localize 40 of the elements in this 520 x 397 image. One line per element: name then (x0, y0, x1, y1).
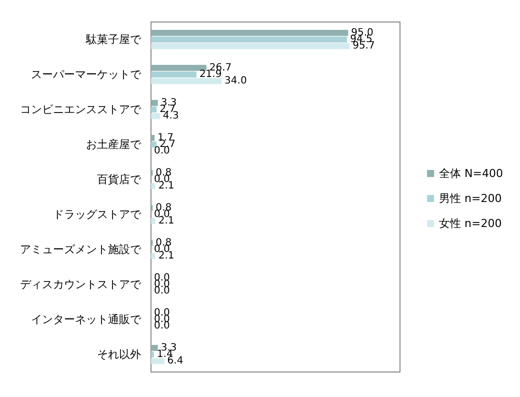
y-tick-label: アミューズメント施設で (20, 243, 142, 256)
bar (151, 64, 206, 71)
bar (151, 106, 157, 112)
data-label: 0.0 (154, 320, 170, 332)
bar (151, 253, 156, 260)
bar (151, 344, 158, 351)
y-tick-label: それ以外 (97, 348, 141, 361)
legend-label: 男性 n=200 (439, 192, 502, 205)
y-tick-label: ディスカウントストアで (20, 278, 142, 291)
data-label: 2.1 (158, 216, 174, 227)
y-tick-label: スーパーマーケットで (31, 68, 142, 81)
bar (151, 134, 155, 141)
data-label: 4.3 (162, 110, 179, 122)
bar (151, 36, 348, 42)
bar (151, 358, 164, 364)
y-tick-label: 百貨店で (97, 173, 142, 186)
bar (151, 100, 158, 106)
bar (151, 43, 350, 50)
legend-label: 女性 n=200 (439, 217, 502, 230)
bar (151, 183, 156, 190)
bar (151, 30, 348, 36)
bar (151, 78, 222, 84)
y-tick-label: 駄菓子屋で (85, 33, 142, 46)
data-label: 6.4 (167, 356, 184, 367)
bar (151, 72, 196, 78)
data-label: 34.0 (224, 76, 247, 87)
data-label: 0.0 (154, 146, 170, 157)
y-tick-label: お土産屋で (86, 138, 142, 151)
legend-label: 全体 N=400 (439, 167, 503, 180)
bar (151, 352, 154, 358)
y-tick-label: インターネット通販で (31, 313, 142, 326)
bar (151, 113, 160, 120)
y-tick-label: コンビニエンスストアで (20, 103, 142, 116)
data-label: 2.1 (158, 250, 174, 262)
bar (151, 218, 156, 224)
bar (151, 142, 157, 148)
y-tick-label: ドラッグストアで (53, 208, 142, 221)
data-label: 21.9 (199, 69, 222, 80)
data-label: 0.0 (154, 286, 170, 297)
data-label: 2.1 (158, 180, 174, 192)
